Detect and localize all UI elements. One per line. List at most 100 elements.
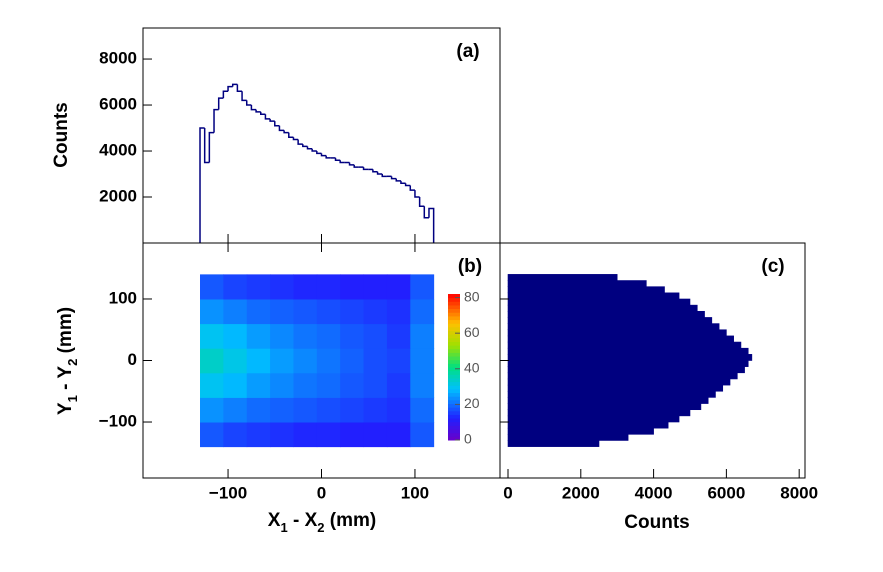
histogram-bar: [507, 292, 680, 300]
histogram-bar: [507, 335, 734, 343]
color-scale-step: [448, 381, 460, 386]
heatmap-cell: [223, 298, 248, 325]
histogram-a: [199, 83, 435, 243]
heatmap-cell: [200, 274, 224, 300]
x-tick-label: 100: [401, 483, 429, 502]
histogram-bar: [507, 329, 727, 337]
heatmap-cell: [246, 422, 271, 448]
histogram-step: [208, 131, 215, 163]
histogram-step: [381, 174, 387, 178]
heatmap-cell: [410, 397, 435, 423]
heatmap-cell: [246, 323, 271, 349]
heatmap-cell: [246, 397, 271, 423]
histogram-bar: [507, 384, 724, 392]
histogram-bar: [507, 440, 600, 447]
x-axis-title: X1 - X2 (mm): [268, 510, 376, 535]
histogram-step: [231, 83, 238, 87]
histogram-bar: [507, 280, 647, 287]
z-tick-label: 0: [464, 431, 472, 447]
heatmap-cell: [200, 372, 224, 398]
x-tick-label: 6000: [707, 483, 745, 502]
histogram-step: [245, 100, 252, 106]
y-tick-label: 4000: [99, 141, 137, 160]
histogram-step: [199, 127, 205, 243]
histogram-step: [348, 162, 355, 166]
heatmap-cell: [223, 422, 248, 448]
x-tick-label: 0: [503, 483, 512, 502]
histogram-bar: [507, 304, 698, 312]
heatmap-cell: [410, 323, 435, 349]
y-tick-label: 6000: [99, 95, 137, 114]
histogram-bar: [507, 317, 713, 324]
color-scale-step: [448, 356, 460, 361]
color-scale-step: [448, 388, 460, 394]
heatmap-cell: [386, 323, 411, 349]
histogram-step: [418, 197, 425, 207]
y-tick-label: 2000: [99, 186, 137, 205]
z-tick-label: 20: [464, 395, 480, 411]
x-tick-label: 0: [317, 483, 326, 502]
panel-label: (b): [458, 256, 482, 277]
histogram-step: [400, 180, 406, 184]
color-scale-step: [448, 348, 460, 353]
heatmap-cell: [200, 422, 224, 448]
histogram-bar: [507, 310, 705, 318]
histogram-bar: [507, 347, 749, 355]
heatmap-cell: [386, 348, 411, 374]
color-scale-step: [448, 341, 460, 346]
histogram-step: [222, 90, 229, 99]
histogram-step: [217, 97, 224, 110]
histogram-step: [395, 178, 401, 182]
heatmap-cell: [223, 274, 248, 300]
histogram-bar: [507, 286, 665, 294]
heatmap-cell: [270, 422, 294, 448]
histogram-step: [414, 190, 420, 198]
heatmap-cell: [386, 274, 411, 300]
color-scale-step: [448, 429, 460, 434]
histogram-step: [311, 148, 317, 152]
heatmap-cell: [200, 397, 224, 423]
heatmap-cell: [410, 372, 435, 398]
histogram-step: [372, 169, 378, 173]
heatmap-cell: [340, 397, 365, 423]
histogram-step: [362, 167, 369, 171]
x-tick-label: 8000: [780, 483, 818, 502]
heatmap-cell: [363, 348, 388, 374]
heatmap-cell: [293, 323, 318, 349]
heatmap-cell: [363, 298, 388, 325]
heatmap-cell: [293, 372, 318, 398]
y-axis-title: Y1 - Y2 (mm): [55, 307, 80, 415]
heatmap-cell: [410, 298, 435, 325]
heatmap-cell: [386, 397, 411, 423]
color-scale-step: [448, 301, 460, 306]
y-axis-title: Counts: [51, 102, 72, 167]
histogram-step: [260, 111, 266, 115]
heatmap-cell: [200, 298, 224, 325]
heatmap-cell: [270, 298, 294, 325]
z-tick-label: 60: [464, 324, 480, 340]
color-scale-step: [448, 294, 460, 299]
heatmap-cell: [340, 274, 365, 300]
heatmap-cell: [293, 397, 318, 423]
histogram-step: [376, 171, 383, 175]
histogram-step: [409, 185, 415, 191]
heatmap: [200, 274, 435, 448]
histogram-step: [227, 85, 233, 92]
heatmap-cell: [270, 397, 294, 423]
histogram-bar: [507, 323, 720, 331]
histogram-step: [320, 153, 327, 157]
histogram-step: [302, 144, 308, 148]
heatmap-cell: [223, 372, 248, 398]
heatmap-cell: [410, 348, 435, 374]
histogram-step: [390, 176, 397, 180]
color-scale-step: [448, 421, 460, 426]
histogram-step: [283, 130, 289, 134]
histogram-bar: [507, 427, 654, 435]
heatmap-cell: [293, 274, 318, 300]
histogram-step: [203, 128, 210, 164]
color-scale-step: [448, 319, 460, 324]
color-scale-step: [448, 334, 460, 339]
color-scale-step: [448, 414, 460, 419]
histogram-bar: [507, 274, 618, 281]
